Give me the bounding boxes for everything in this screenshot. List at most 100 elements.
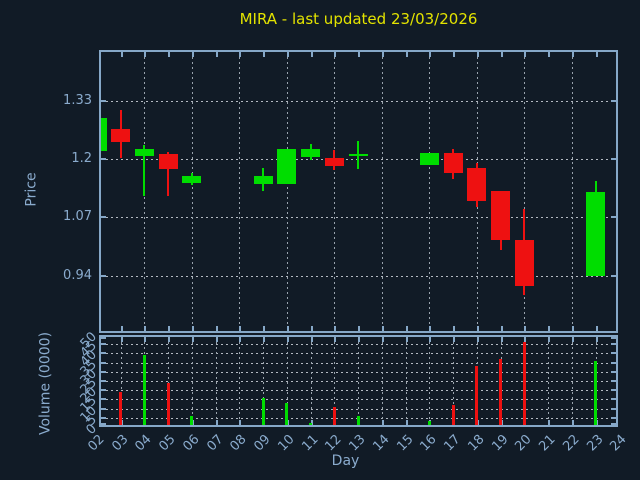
day-tick <box>215 420 218 425</box>
price-v-gridline <box>571 52 573 331</box>
day-tick <box>571 337 574 342</box>
candle-day-4 <box>134 148 154 157</box>
volume-tick <box>611 361 616 364</box>
day-tick <box>263 326 266 331</box>
candle-day-13 <box>348 153 368 156</box>
volume-v-gridline <box>263 337 265 425</box>
day-tick <box>144 52 147 57</box>
price-tick <box>611 158 616 161</box>
day-tick <box>334 52 337 57</box>
day-tick <box>500 326 503 331</box>
volume-bar-day-9 <box>261 397 265 425</box>
volume-bar-day-19 <box>499 358 503 425</box>
candle-day-20 <box>514 239 534 286</box>
candle-day-12 <box>324 157 344 166</box>
day-tick <box>381 420 384 425</box>
volume-tick <box>101 389 106 392</box>
day-tick <box>524 52 527 57</box>
volume-tick <box>101 361 106 364</box>
day-tick <box>500 337 503 342</box>
volume-tick <box>101 370 106 373</box>
volume-v-gridline <box>405 337 407 425</box>
volume-bar-day-23 <box>594 360 598 425</box>
day-tick <box>524 337 527 342</box>
volume-v-gridline <box>334 337 336 425</box>
day-tick <box>168 52 171 57</box>
day-tick <box>191 326 194 331</box>
day-tick <box>286 326 289 331</box>
candle-day-17 <box>443 152 463 174</box>
day-tick <box>476 337 479 342</box>
day-tick <box>120 52 123 57</box>
day-tick <box>548 326 551 331</box>
price-h-gridline <box>101 101 616 103</box>
volume-tick <box>101 423 106 425</box>
day-tick <box>144 337 147 342</box>
price-tick-label-1.2: 1.2 <box>71 151 92 167</box>
volume-v-gridline <box>286 337 288 425</box>
day-tick <box>595 52 598 57</box>
volume-tick <box>611 343 616 346</box>
volume-bar-day-12 <box>332 406 336 425</box>
volume-v-gridline <box>381 337 383 425</box>
day-tick <box>334 337 337 342</box>
volume-tick <box>101 380 106 382</box>
candle-day-2 <box>101 118 107 152</box>
volume-v-gridline <box>168 337 170 425</box>
day-tick <box>168 326 171 331</box>
day-tick <box>358 337 361 342</box>
volume-tick <box>611 407 616 410</box>
volume-tick <box>611 423 616 425</box>
day-tick <box>571 52 574 57</box>
day-tick <box>120 337 123 342</box>
day-tick <box>239 337 242 342</box>
day-tick <box>358 52 361 57</box>
day-tick <box>263 52 266 57</box>
volume-bar-day-10 <box>285 403 289 425</box>
volume-v-gridline <box>191 337 193 425</box>
day-tick <box>381 326 384 331</box>
price-v-gridline <box>381 52 383 331</box>
day-tick <box>571 420 574 425</box>
price-tick-label-1.33: 1.33 <box>63 93 92 109</box>
day-tick <box>429 326 432 331</box>
volume-tick <box>611 416 616 419</box>
day-tick <box>571 326 574 331</box>
price-tick-label-0.94: 0.94 <box>63 267 92 283</box>
volume-v-gridline <box>429 337 431 425</box>
volume-tick <box>101 343 106 346</box>
volume-bar-day-11 <box>309 423 313 425</box>
volume-tick <box>611 352 616 355</box>
day-tick <box>476 52 479 57</box>
day-tick <box>310 326 313 331</box>
volume-bar-day-13 <box>356 415 360 425</box>
price-v-gridline <box>191 52 193 331</box>
price-tick <box>611 216 616 219</box>
candle-day-11 <box>301 148 321 157</box>
day-tick <box>405 326 408 331</box>
day-tick <box>548 337 551 342</box>
day-tick <box>310 52 313 57</box>
day-tick <box>405 420 408 425</box>
volume-v-gridline <box>571 337 573 425</box>
price-h-gridline <box>101 275 616 277</box>
day-tick <box>453 52 456 57</box>
day-tick <box>191 337 194 342</box>
volume-v-gridline <box>453 337 455 425</box>
price-h-gridline <box>101 217 616 219</box>
price-tick <box>611 100 616 103</box>
volume-tick <box>611 337 616 339</box>
day-tick <box>358 326 361 331</box>
candle-day-5 <box>158 153 178 170</box>
day-tick <box>453 326 456 331</box>
volume-v-gridline <box>120 337 122 425</box>
day-tick <box>334 326 337 331</box>
candle-day-18 <box>467 168 487 201</box>
day-tick <box>120 326 123 331</box>
volume-v-gridline <box>358 337 360 425</box>
price-tick <box>101 216 106 219</box>
candle-wick-day-5 <box>167 152 170 197</box>
day-tick <box>429 337 432 342</box>
candle-day-23 <box>586 192 606 276</box>
